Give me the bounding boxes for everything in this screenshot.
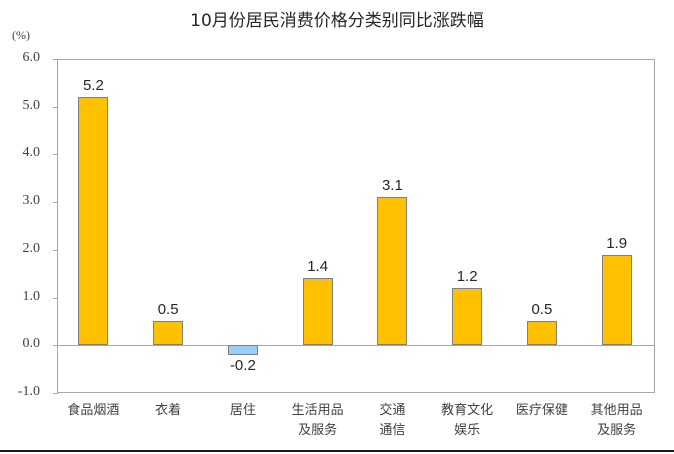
bar [526, 321, 557, 346]
x-category-label: 交通 通信 [379, 403, 406, 438]
y-tick-label: 5.0 [22, 97, 41, 113]
bar-value-label: -0.2 [229, 356, 256, 374]
y-tick-label: 1.0 [22, 288, 41, 304]
y-tick-label: -1.0 [17, 384, 40, 399]
x-category-label: 居住 [229, 403, 256, 418]
bar-value-label: 5.2 [82, 77, 104, 95]
bar-value-label: 1.4 [307, 258, 329, 276]
zero-baseline [57, 344, 655, 347]
plot-area [57, 59, 655, 393]
y-tick-mark [53, 59, 58, 60]
bottom-divider [0, 450, 674, 452]
y-tick-label: 3.0 [22, 193, 41, 209]
x-category-label: 其他用品 及服务 [590, 403, 643, 438]
bar [302, 278, 333, 346]
y-tick-label: 6.0 [22, 50, 41, 65]
bar-value-label: 1.9 [606, 234, 628, 252]
bar-value-label: 0.5 [531, 301, 553, 319]
y-tick-label: 2.0 [22, 240, 41, 256]
y-tick-mark [53, 106, 58, 108]
bar [377, 197, 408, 346]
x-category-label: 食品烟酒 [67, 403, 120, 418]
y-tick-mark [53, 202, 58, 204]
y-tick-mark [53, 393, 58, 394]
bar [78, 97, 109, 346]
y-tick-label: 4.0 [22, 145, 41, 161]
bar [227, 345, 258, 355]
x-category-label: 衣着 [155, 403, 182, 418]
bar-value-label: 3.1 [381, 177, 403, 195]
bar [601, 254, 632, 346]
y-axis-unit-label: (%) [12, 28, 30, 42]
y-tick-mark [53, 249, 58, 251]
y-tick-mark [53, 297, 58, 299]
chart-title: 10月份居民消费价格分类别同比涨跌幅 [190, 11, 484, 31]
y-tick-mark [53, 345, 58, 347]
x-category-label: 生活用品 及服务 [291, 403, 344, 438]
x-category-label: 医疗保健 [515, 403, 568, 418]
bar [452, 288, 483, 346]
y-tick-mark [53, 154, 58, 156]
bar-value-label: 1.2 [456, 268, 478, 286]
y-tick-label: 0.0 [22, 336, 41, 352]
bar [153, 321, 184, 346]
x-category-label: 教育文化 娱乐 [441, 403, 494, 438]
bar-value-label: 0.5 [157, 301, 179, 319]
